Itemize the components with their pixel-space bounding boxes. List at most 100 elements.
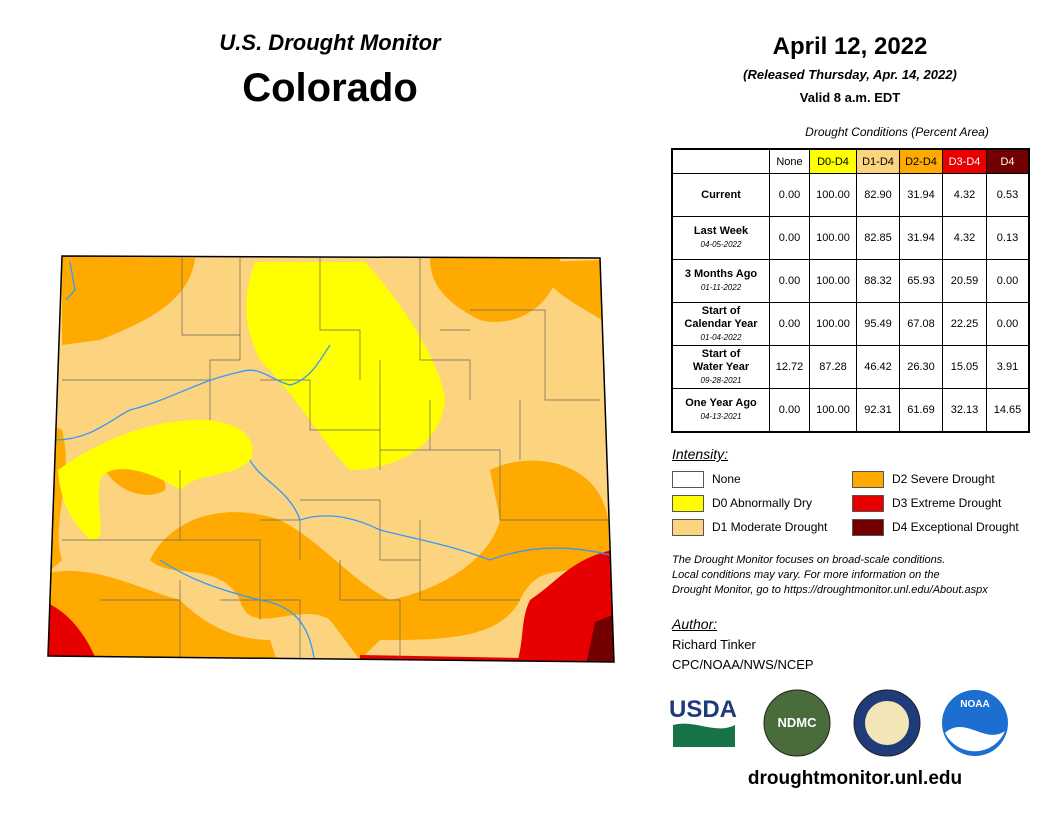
legend-swatch — [852, 518, 884, 536]
cell: 82.90 — [856, 173, 900, 217]
legend: None D0 Abnormally Dry D1 Moderate Drought… — [672, 467, 1042, 543]
row-date: 01-11-2022 — [700, 283, 742, 292]
cell: 15.05 — [942, 345, 987, 389]
cell: 26.30 — [899, 345, 943, 389]
area — [585, 612, 614, 662]
program-title: U.S. Drought Monitor — [219, 30, 441, 55]
row-label: Last Week 04-05-2022 — [671, 216, 770, 260]
cell: 22.25 — [942, 302, 987, 346]
legend-swatch — [852, 470, 884, 488]
row: One Year Ago 04-13-2021 0.00 100.00 92.31 61.… — [671, 388, 1030, 432]
cell: 3.91 — [986, 345, 1030, 389]
cell: 20.59 — [942, 259, 987, 303]
row: Current 0.00 100.00 82.90 31.94 4.32 0.53 — [671, 173, 1030, 217]
cell: 0.00 — [986, 259, 1030, 303]
logo-ndmc: NDMC — [778, 715, 818, 730]
stats-table: None D0-D4 D1-D4 D2-D4 D3-D4 D4 Current 0.00 100… — [671, 148, 1030, 433]
legend-label: D2 Severe Drought — [892, 472, 995, 486]
row-label: Current — [671, 173, 770, 217]
column-header: D0-D4 — [809, 148, 857, 174]
area — [430, 258, 560, 322]
area — [48, 571, 280, 662]
row-date: 04-05-2022 — [700, 240, 742, 249]
cell: 65.93 — [899, 259, 943, 303]
row-label-line: Start of — [701, 304, 741, 317]
area — [150, 460, 610, 660]
cell: 87.28 — [809, 345, 857, 389]
cell: 100.00 — [809, 259, 857, 303]
row-label-line: Start of — [701, 347, 741, 360]
corner — [672, 149, 770, 174]
cell: 0.13 — [986, 216, 1030, 260]
row-label-line: One Year Ago — [685, 396, 757, 409]
legend-label: D4 Exceptional Drought — [892, 520, 1019, 534]
cell: 88.32 — [856, 259, 900, 303]
cell: 46.42 — [856, 345, 900, 389]
cell: 12.72 — [769, 345, 810, 389]
row-label-line: Water Year — [692, 360, 750, 373]
header-row: None D0-D4 D1-D4 D2-D4 D3-D4 D4 — [672, 148, 1030, 174]
legend-swatch — [672, 518, 704, 536]
row-label: Start of Water Year 09-28-2021 — [671, 345, 770, 389]
note-line: Drought Monitor, go to https://droughtmo… — [672, 584, 988, 596]
cell: 100.00 — [809, 173, 857, 217]
area — [48, 600, 100, 662]
author-heading: Author: — [672, 616, 718, 632]
legend-label: D0 Abnormally Dry — [712, 496, 813, 510]
drought-areas — [48, 256, 614, 662]
cell: 14.65 — [986, 388, 1030, 432]
cell: 0.00 — [769, 216, 810, 260]
legend-item: D0 Abnormally Dry — [672, 491, 852, 515]
cell: 0.00 — [769, 173, 810, 217]
cell: 100.00 — [809, 302, 857, 346]
cell: 0.53 — [986, 173, 1030, 217]
legend-item: D2 Severe Drought — [852, 467, 1042, 491]
area — [246, 262, 445, 470]
column-header: D4 — [986, 148, 1030, 174]
legend-item: D1 Moderate Drought — [672, 515, 852, 539]
map-date: April 12, 2022 — [772, 33, 928, 60]
legend-item: D3 Extreme Drought — [852, 491, 1042, 515]
row: Start of Water Year 09-28-2021 12.72 87.28 46… — [671, 345, 1030, 389]
legend-swatch — [672, 470, 704, 488]
cell: 32.13 — [942, 388, 987, 432]
row: Start of Calendar Year 01-04-2022 0.00 100.0… — [671, 302, 1030, 346]
cell: 4.32 — [942, 173, 987, 217]
cell: 0.00 — [769, 302, 810, 346]
logo-shape — [865, 701, 909, 745]
cell: 92.31 — [856, 388, 900, 432]
column-header: D1-D4 — [856, 148, 900, 174]
row-label-line: Last Week — [693, 225, 749, 237]
rivers — [54, 261, 611, 662]
note: The Drought Monitor focuses on broad-sca… — [672, 553, 988, 598]
logo-shape — [673, 723, 735, 747]
row: 3 Months Ago 01-11-2022 0.00 100.00 88.32 65.… — [671, 259, 1030, 303]
row-label: One Year Ago 04-13-2021 — [671, 388, 770, 432]
released: (Released Thursday, Apr. 14, 2022) — [743, 67, 957, 82]
cell: 82.85 — [856, 216, 900, 260]
state-title: Colorado — [242, 66, 418, 110]
url: droughtmonitor.unl.edu — [747, 768, 963, 789]
row-date: 01-04-2022 — [700, 332, 742, 342]
logo-shape — [763, 689, 831, 757]
row-label-line: 3 Months Ago — [684, 268, 758, 280]
cell: 61.69 — [899, 388, 943, 432]
cell: 100.00 — [809, 216, 857, 260]
area — [540, 260, 602, 320]
row-date: 04-13-2021 — [700, 411, 742, 421]
legend-item: D4 Exceptional Drought — [852, 515, 1042, 539]
cell: 0.00 — [986, 302, 1030, 346]
legend-label: D1 Moderate Drought — [712, 520, 828, 534]
area — [58, 420, 253, 540]
note-line: The Drought Monitor focuses on broad-sca… — [672, 554, 946, 566]
row-label: Start of Calendar Year 01-04-2022 — [671, 302, 770, 346]
legend-title: Intensity: — [672, 446, 729, 462]
row-label-line: Calendar Year — [684, 317, 758, 330]
cell: 100.00 — [809, 388, 857, 432]
cell: 4.32 — [942, 216, 987, 260]
legend-item: None — [672, 467, 852, 491]
logo-noaa: NOAA — [960, 699, 989, 710]
legend-label: None — [712, 472, 741, 486]
legend-label: D3 Extreme Drought — [892, 496, 1002, 510]
column-header: D2-D4 — [899, 148, 943, 174]
